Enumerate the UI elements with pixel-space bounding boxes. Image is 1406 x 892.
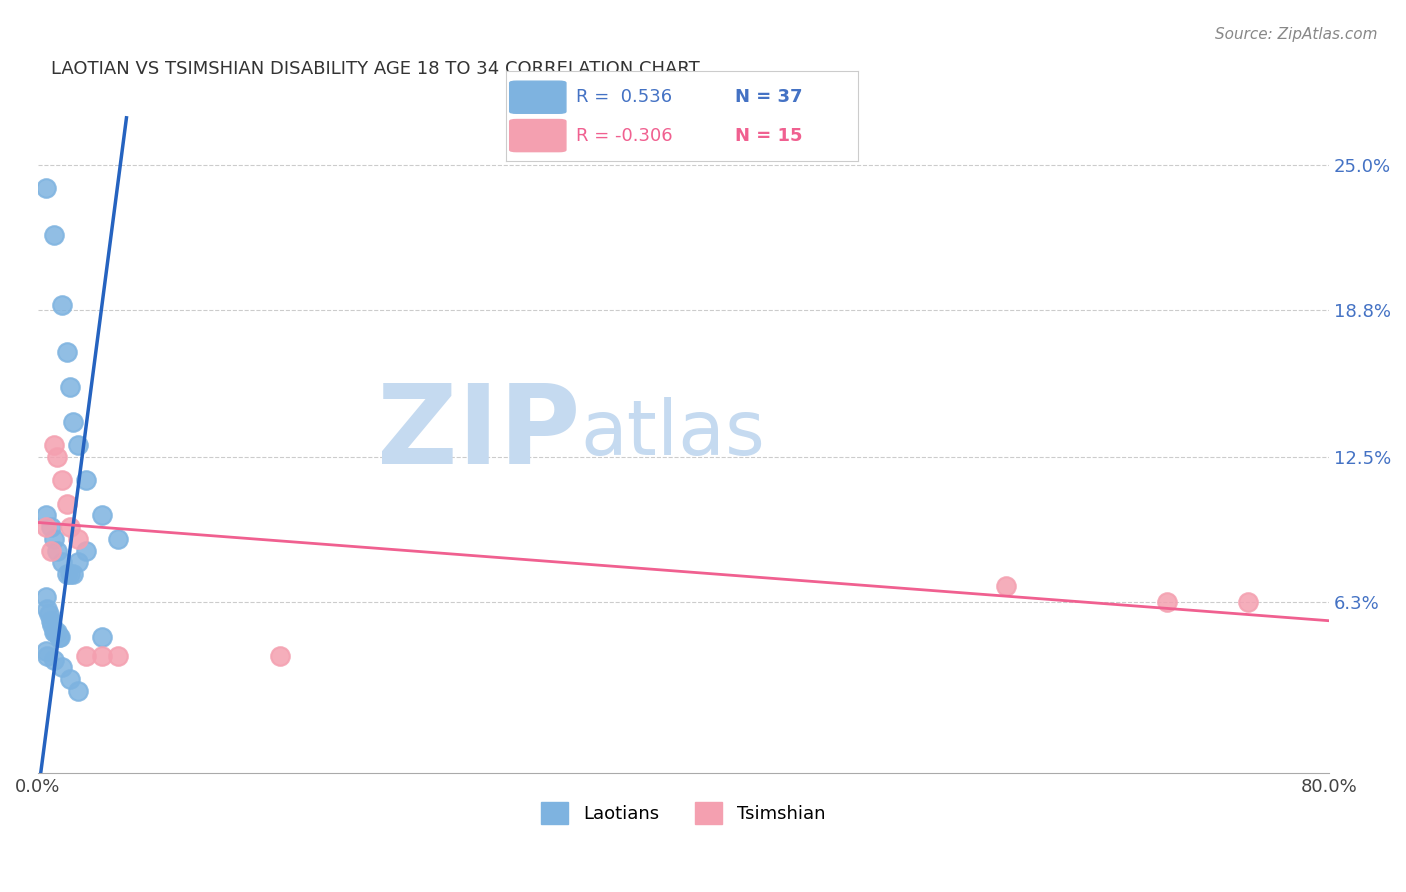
Point [67, 532, 90, 546]
Point [107, 532, 129, 546]
Point [37, 602, 59, 616]
Text: R =  0.536: R = 0.536 [576, 88, 672, 106]
Point [91, 508, 114, 523]
Point [62, 415, 84, 429]
Point [46, 543, 69, 558]
Point [55, 566, 77, 581]
Point [59, 520, 82, 534]
Point [42, 625, 65, 640]
Point [75, 648, 97, 663]
Point [42, 532, 65, 546]
Text: R = -0.306: R = -0.306 [576, 127, 673, 145]
Text: N = 15: N = 15 [734, 127, 803, 145]
Point [37, 648, 59, 663]
Point [42, 227, 65, 242]
Text: Source: ZipAtlas.com: Source: ZipAtlas.com [1215, 27, 1378, 42]
Point [35, 520, 58, 534]
Text: LAOTIAN VS TSIMSHIAN DISABILITY AGE 18 TO 34 CORRELATION CHART: LAOTIAN VS TSIMSHIAN DISABILITY AGE 18 T… [51, 60, 699, 78]
Point [269, 648, 291, 663]
Point [55, 344, 77, 359]
Point [51, 555, 73, 569]
Point [35, 508, 58, 523]
Point [995, 579, 1018, 593]
Point [46, 450, 69, 464]
Point [67, 684, 90, 698]
Point [41, 618, 63, 632]
Point [51, 660, 73, 674]
Point [59, 566, 82, 581]
Text: atlas: atlas [581, 397, 765, 471]
Point [1156, 595, 1178, 609]
Point [35, 591, 58, 605]
Point [107, 648, 129, 663]
Point [46, 625, 69, 640]
Point [59, 672, 82, 686]
Point [59, 380, 82, 394]
Point [49, 630, 72, 644]
Point [91, 630, 114, 644]
Point [75, 543, 97, 558]
Point [55, 497, 77, 511]
Point [35, 644, 58, 658]
Point [39, 543, 62, 558]
Point [42, 653, 65, 667]
Point [44, 625, 66, 640]
FancyBboxPatch shape [509, 81, 565, 113]
Point [39, 614, 62, 628]
Point [75, 474, 97, 488]
FancyBboxPatch shape [509, 120, 565, 152]
Point [67, 555, 90, 569]
Legend: Laotians, Tsimshian: Laotians, Tsimshian [534, 795, 832, 831]
Point [67, 438, 90, 452]
Point [42, 438, 65, 452]
Point [62, 566, 84, 581]
Point [39, 520, 62, 534]
Point [91, 648, 114, 663]
Text: ZIP: ZIP [377, 380, 581, 487]
Point [51, 474, 73, 488]
Text: N = 37: N = 37 [734, 88, 803, 106]
Point [38, 607, 60, 621]
Point [48, 630, 70, 644]
Point [51, 298, 73, 312]
Point [1237, 595, 1260, 609]
Point [35, 181, 58, 195]
